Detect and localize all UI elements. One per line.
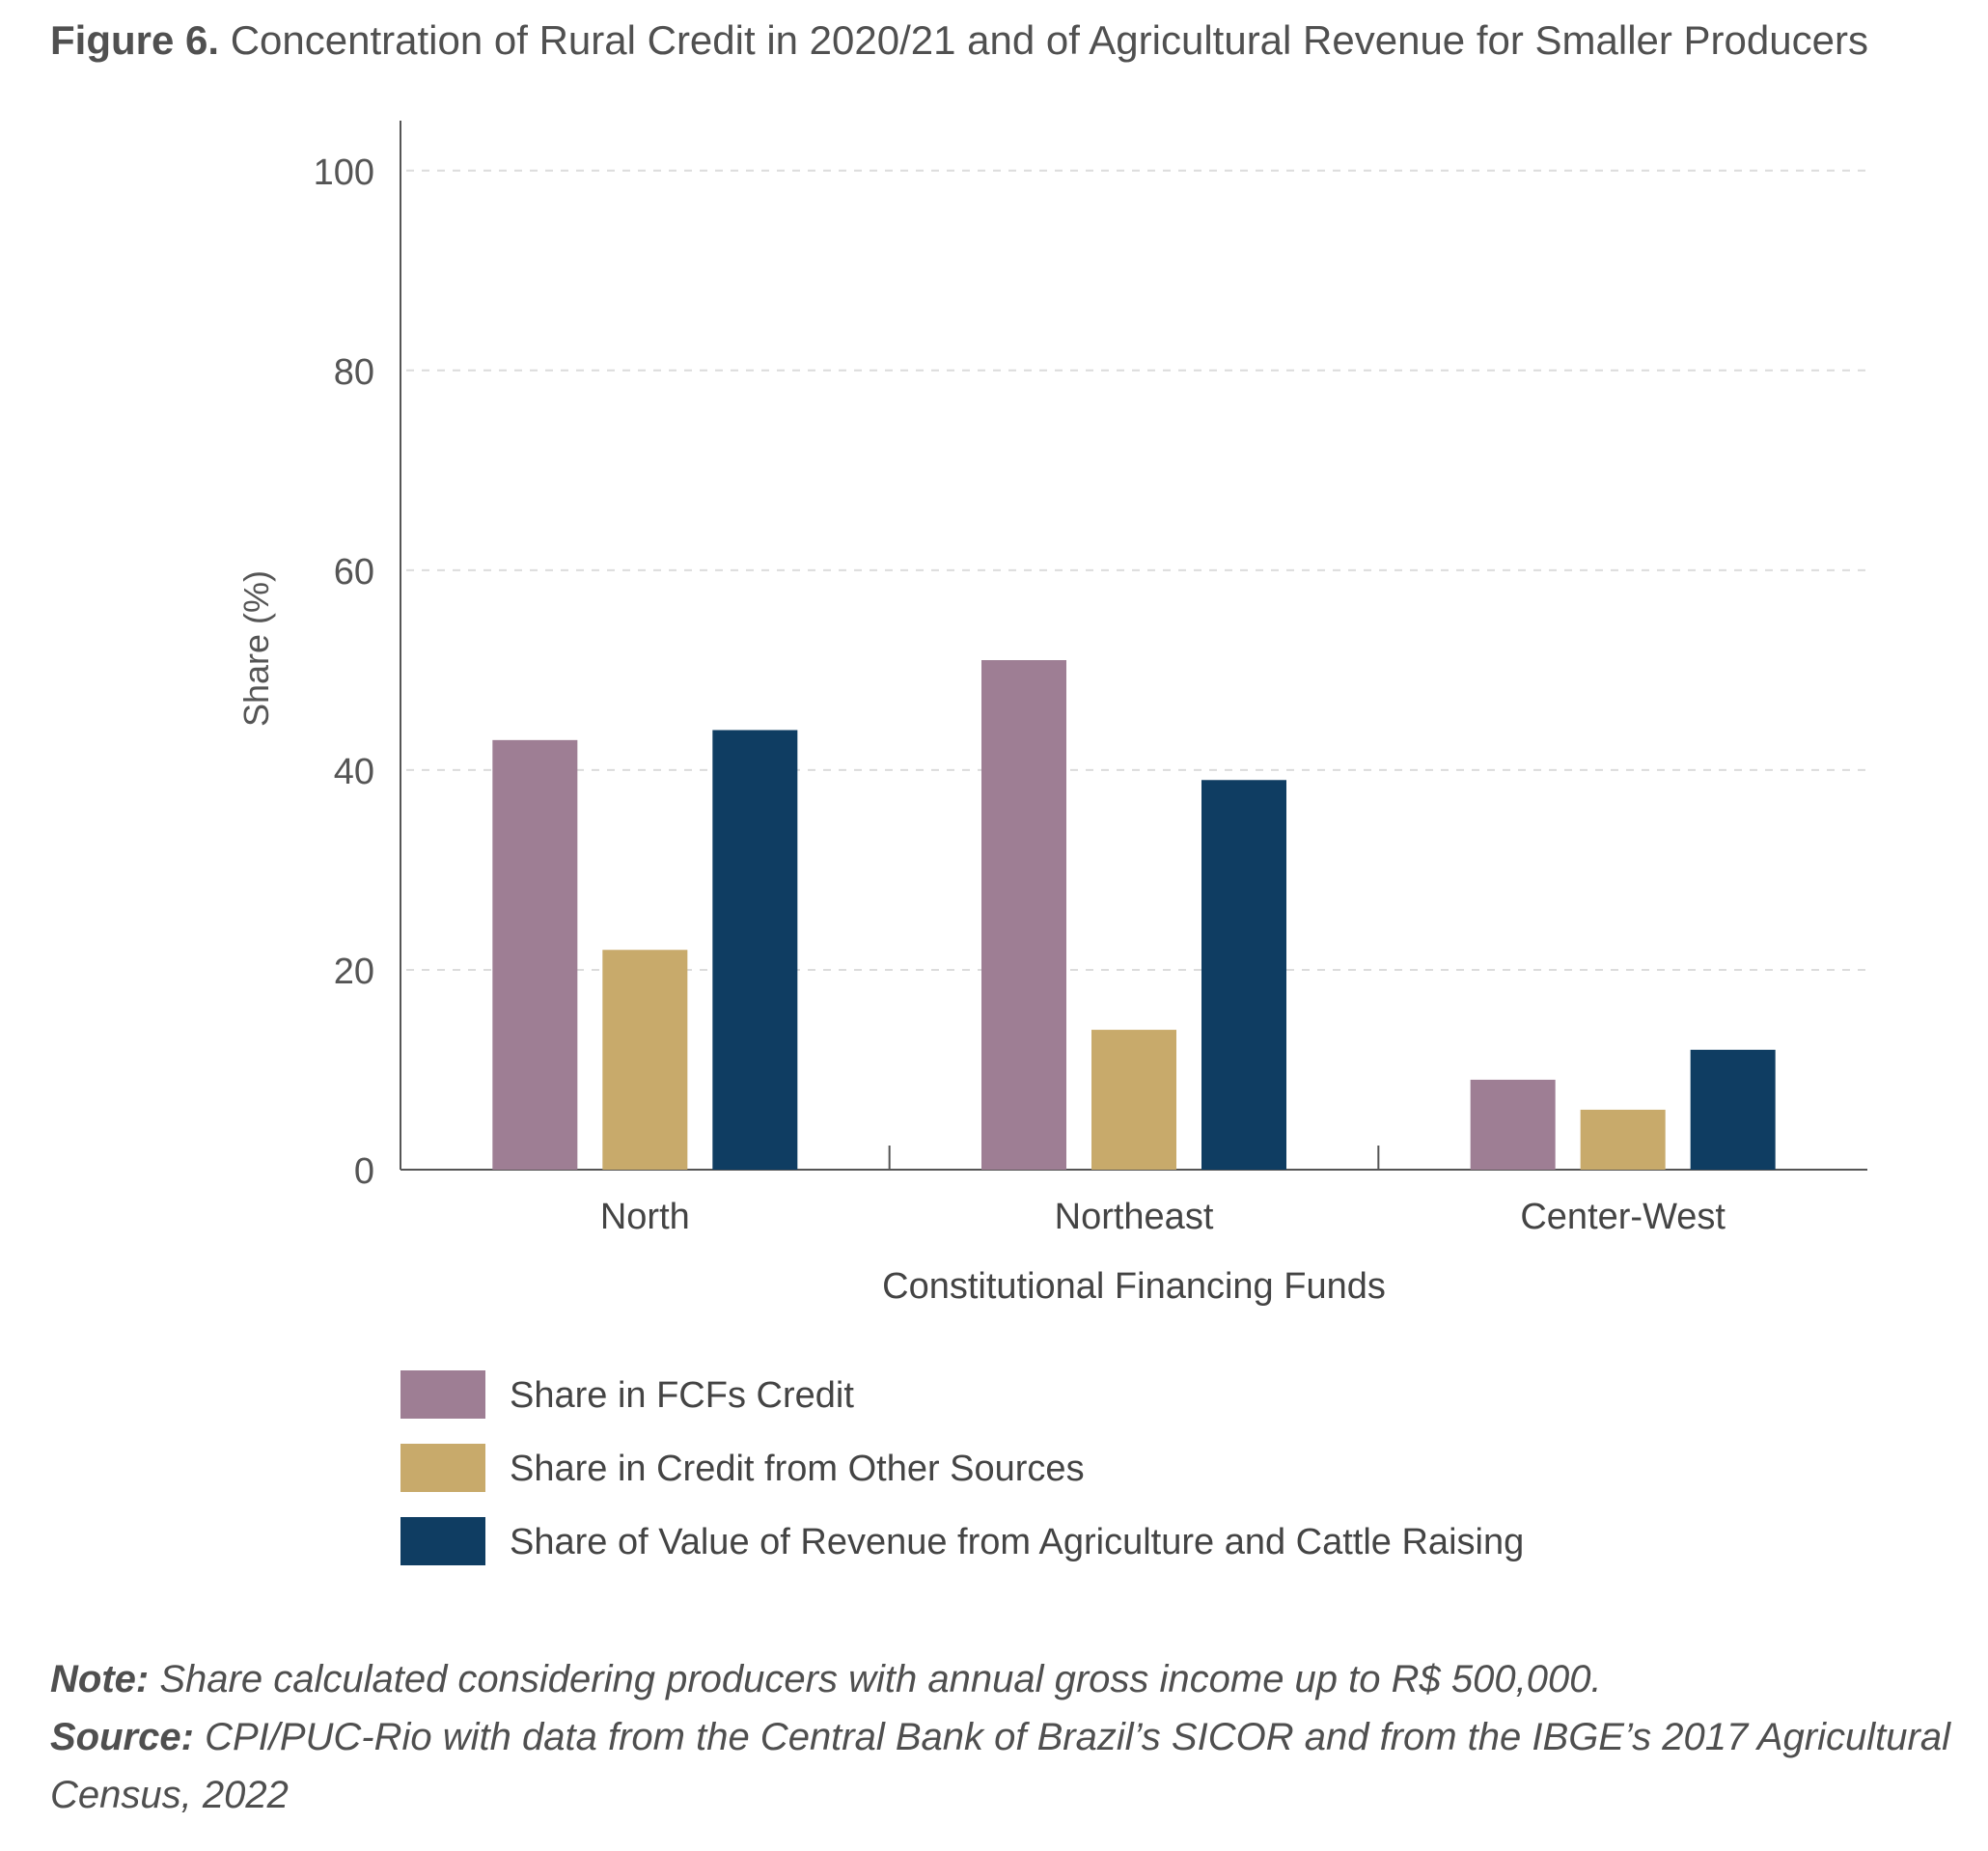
bar-northeast-series-2: [1091, 1030, 1176, 1170]
figure-notes: Note: Share calculated considering produ…: [50, 1650, 1961, 1824]
bar-north-series-3: [712, 730, 798, 1170]
note-label: Note:: [50, 1658, 150, 1700]
legend-label: Share in FCFs Credit: [510, 1375, 854, 1416]
note-text: Share calculated considering producers w…: [159, 1658, 1602, 1700]
legend-swatch: [400, 1517, 485, 1565]
source-text: CPI/PUC-Rio with data from the Central B…: [50, 1716, 1950, 1816]
bar-northeast-series-1: [981, 660, 1066, 1170]
bar-center-west-series-3: [1690, 1049, 1776, 1170]
y-tick-label: 100: [314, 152, 374, 193]
bar-northeast-series-3: [1201, 780, 1286, 1170]
legend-swatch: [400, 1444, 485, 1492]
legend-label: Share in Credit from Other Sources: [510, 1449, 1085, 1489]
x-tick-label: North: [600, 1197, 690, 1237]
figure-title-text: Concentration of Rural Credit in 2020/21…: [230, 17, 1868, 63]
bar-chart: 0 20 40 60 80 100 North Northeast Center-West Con…: [236, 121, 1867, 1565]
figure-number: Figure 6.: [50, 17, 220, 63]
y-tick-label: 20: [334, 952, 374, 992]
bar-north-series-2: [602, 950, 688, 1170]
source-label: Source:: [50, 1716, 194, 1758]
y-tick-label: 80: [334, 352, 374, 393]
y-axis-title: Share (%): [236, 570, 276, 727]
y-tick-label: 60: [334, 552, 374, 593]
bar-center-west-series-2: [1580, 1109, 1666, 1170]
bar-center-west-series-1: [1470, 1079, 1556, 1170]
x-axis-title: Constitutional Financing Funds: [882, 1266, 1386, 1307]
figure-title: Figure 6. Concentration of Rural Credit …: [50, 17, 1868, 64]
x-tick-label: Center-West: [1520, 1197, 1726, 1237]
y-tick-label: 40: [334, 752, 374, 792]
source-line: Source: CPI/PUC-Rio with data from the C…: [50, 1708, 1961, 1824]
legend-swatch: [400, 1370, 485, 1419]
note-line: Note: Share calculated considering produ…: [50, 1650, 1961, 1708]
legend-label: Share of Value of Revenue from Agricultu…: [510, 1522, 1524, 1562]
x-tick-label: Northeast: [1055, 1197, 1214, 1237]
y-tick-label: 0: [354, 1151, 374, 1192]
bar-north-series-1: [492, 739, 578, 1170]
